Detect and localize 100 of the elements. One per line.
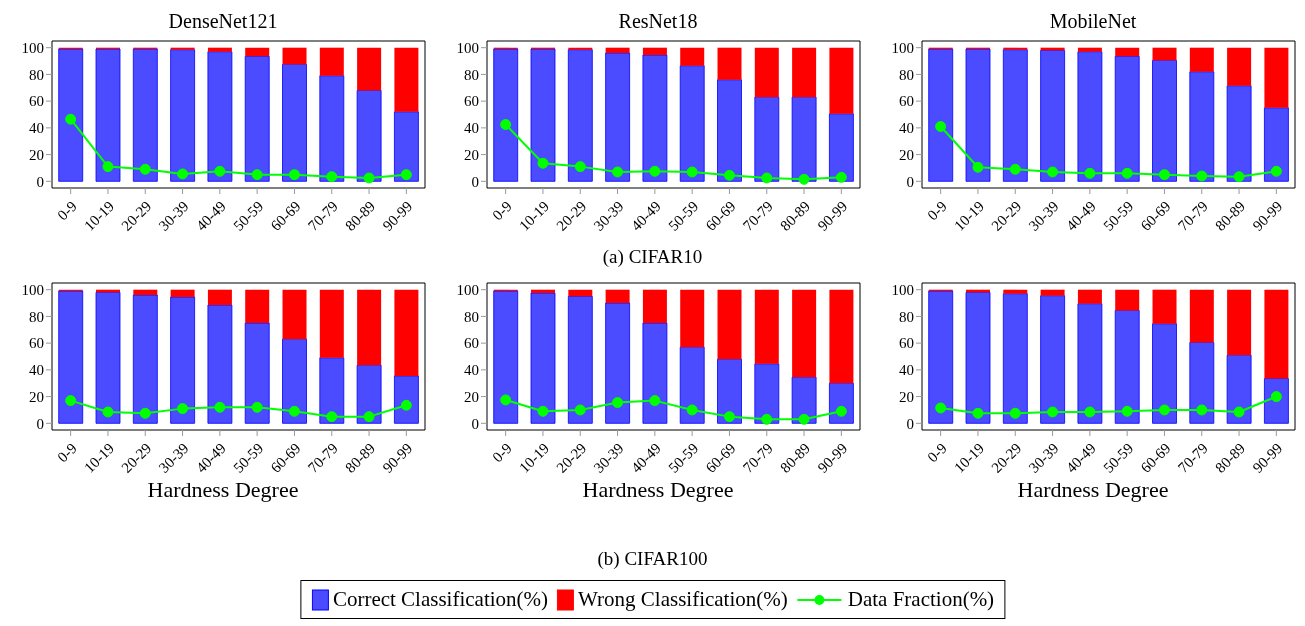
point [574,404,586,416]
bar [133,289,158,296]
bar [642,289,667,324]
y-tick-label: 0 [36,173,44,190]
bar [717,289,742,360]
point [214,401,226,413]
point [65,395,77,407]
bar [319,289,344,358]
point [139,407,151,419]
bar [319,47,344,76]
point [723,411,735,423]
point [1121,167,1133,179]
bar [95,291,121,424]
bar [1264,47,1289,108]
y-tick-label: 80 [29,308,44,325]
y-tick-label: 100 [21,40,44,57]
bar [1077,47,1102,52]
point [612,397,624,409]
bar [282,289,307,340]
point [574,161,586,173]
bar [928,290,954,424]
bar [828,113,854,182]
x-tick-label: 0-9 [924,197,950,224]
point [326,411,338,423]
bar [1152,289,1177,324]
bar [1040,295,1066,424]
bar [531,289,556,294]
bar [132,294,158,424]
legend-label: Data Fraction(%) [847,587,995,612]
point [102,406,114,418]
point [798,173,810,185]
bar [1152,47,1177,61]
bar [493,290,519,424]
bar [928,48,954,182]
bar [393,111,419,182]
bar [1115,47,1140,57]
bar [282,63,308,182]
point [139,163,151,175]
point [326,171,338,183]
point [400,169,412,181]
bar [170,49,196,182]
y-tick-label: 60 [464,335,479,352]
bar [132,48,158,182]
point [612,166,624,178]
bar [605,289,630,304]
bar [1189,341,1215,424]
point [649,395,661,407]
bar [58,48,84,182]
y-tick-label: 80 [29,66,44,83]
bar [567,49,593,182]
bar [965,291,991,424]
x-tick-label: 0-9 [489,197,515,224]
bar [1040,49,1066,182]
bar [754,289,779,364]
x-axis-title: Hardness Degree [147,477,299,502]
bar [530,48,556,182]
point [363,411,375,423]
bar [394,47,419,112]
point [1270,165,1282,177]
y-tick-label: 40 [29,120,44,137]
bar [245,47,270,57]
bar [754,47,779,98]
point [251,401,263,413]
point [972,161,984,173]
bar [1003,289,1028,294]
point [1047,166,1059,178]
point [835,171,847,183]
y-tick-label: 100 [21,282,44,299]
y-tick-label: 20 [899,146,914,163]
bar [717,79,743,182]
x-tick-label: 0-9 [54,439,80,466]
bar [1077,51,1103,182]
bar [357,289,382,366]
x-tick-label: 0-9 [924,439,950,466]
y-tick-label: 60 [29,335,44,352]
bar [1152,59,1178,182]
bar [717,47,742,80]
y-tick-label: 20 [464,146,479,163]
bar [58,290,84,424]
bar [394,289,419,376]
bar [95,48,121,182]
bar [791,96,817,182]
y-tick-label: 100 [891,40,914,57]
bar [1002,293,1028,424]
bar [1264,289,1289,379]
bar [1227,289,1252,356]
point [686,166,698,178]
y-tick-label: 0 [471,173,479,190]
chart-title: MobileNet [1049,10,1137,32]
point [500,119,512,131]
point [177,403,189,415]
y-tick-label: 80 [899,66,914,83]
point [723,169,735,181]
y-tick-label: 20 [29,146,44,163]
bar [207,47,232,52]
bar [356,364,382,424]
point [288,169,300,181]
y-tick-label: 100 [456,40,479,57]
bar [356,89,382,182]
point [935,121,947,133]
